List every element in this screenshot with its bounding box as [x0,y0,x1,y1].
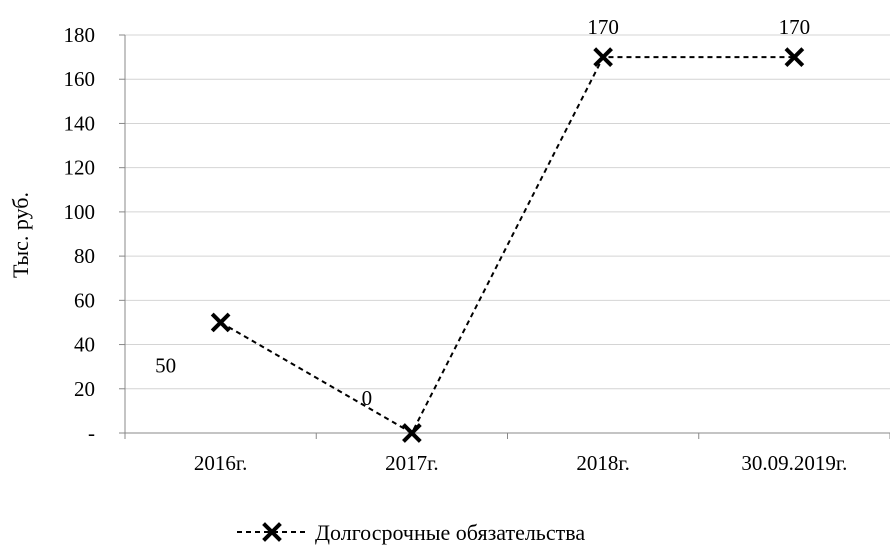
series-line-0 [220,56,795,435]
x-tick-label-0: 2016г. [194,451,248,475]
gridlines [125,34,890,390]
data-point-3-stroke-b [784,47,805,67]
data-point-1 [402,423,422,443]
x-tick-label-3: 30.09.2019г. [741,451,847,475]
axes [119,34,890,439]
legend-label: Долгосрочные обязательства [315,520,585,545]
y-tick-label-8: 160 [64,67,96,91]
y-tick-label-3: 60 [74,288,95,312]
y-axis-label: Тыс. руб. [8,192,33,278]
legend-x-mark [262,522,282,542]
y-tick-label-2: 40 [74,333,95,357]
y-tick-label-9: 180 [64,23,96,47]
y-tick-label-6: 120 [64,156,96,180]
y-tick-label-1: 20 [74,377,95,401]
x-tick-label-1: 2017г. [385,451,439,475]
legend: Долгосрочные обязательства [237,520,585,545]
data-label-2: 170 [587,15,619,39]
data-point-1-stroke-b [402,423,422,443]
data-point-0 [210,312,231,333]
data-label-1: 0 [362,386,373,410]
y-tick-label-5: 100 [64,200,96,224]
y-tick-labels: - 20 40 60 80 100 120 140 160 180 [64,23,96,445]
legend-x-mark-stroke-b [262,522,282,542]
x-tick-labels: 2016г. 2017г. 2018г. 30.09.2019г. [194,451,848,475]
data-label-3: 170 [779,15,811,39]
data-point-0-stroke-b [210,312,231,333]
x-tick-label-2: 2018г. [576,451,630,475]
legend-marker-x-icon [262,522,282,542]
y-tick-label-7: 140 [64,111,96,135]
series-group [210,47,805,443]
y-tick-label-4: 80 [74,244,95,268]
data-labels: 50 0 170 170 [155,15,810,410]
data-point-2-stroke-b [593,47,613,67]
y-tick-label-0: - [88,421,95,445]
data-point-3 [784,47,805,67]
data-label-0: 50 [155,353,176,377]
data-point-2 [593,47,613,67]
